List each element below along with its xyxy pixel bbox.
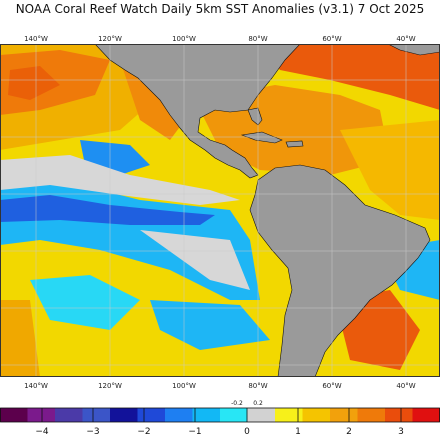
colorbar-swatch	[165, 408, 193, 422]
bottom-lon-label-120w: 120°W	[98, 382, 122, 390]
colorbar-label-minus-1: −1	[188, 427, 201, 437]
land-masses	[94, 44, 440, 377]
colorbar-label-minus-2: −2	[137, 427, 150, 437]
map-title: NOAA Coral Reef Watch Daily 5km SST Anom…	[15, 2, 425, 16]
colorbar-swatch	[330, 408, 358, 422]
top-axis-labels: 140°W 120°W 100°W 80°W 60°W 40°W	[24, 35, 416, 43]
cuba-island	[240, 131, 283, 144]
colorbar: -0.2 0.2 −4 −3 −2 −1 0 1 2 3	[0, 400, 440, 437]
colorbar-swatch	[0, 408, 28, 422]
bottom-lon-label-100w: 100°W	[172, 382, 196, 390]
hot-anomaly-patch-2	[8, 66, 60, 100]
colorbar-swatch	[110, 408, 138, 422]
colorbar-swatch	[385, 408, 413, 422]
colorbar-label-3: 3	[398, 427, 404, 437]
top-lon-label-60w: 60°W	[322, 35, 341, 43]
colorbar-swatch	[247, 408, 276, 422]
colorbar-label-1: 1	[295, 427, 301, 437]
bottom-lon-label-80w: 80°W	[248, 382, 267, 390]
north-america-landmass	[94, 44, 301, 179]
colorbar-swatch	[137, 408, 166, 422]
top-lon-label-80w: 80°W	[248, 35, 267, 43]
colorbar-swatch	[412, 408, 440, 422]
cool-anomaly-south-pacific-2	[150, 300, 270, 350]
graticule	[0, 44, 440, 377]
hot-anomaly-north-atlantic	[260, 44, 440, 110]
bottom-lon-label-40w: 40°W	[396, 382, 415, 390]
south-america-landmass	[249, 164, 431, 377]
colorbar-swatch	[82, 408, 111, 422]
colorbar-swatch	[220, 408, 248, 422]
cold-anomaly-equatorial-band	[0, 195, 215, 225]
warm-anomaly-atlantic-tropics	[340, 120, 440, 220]
colorbar-swatch	[55, 408, 83, 422]
colorbar-swatch	[275, 408, 303, 422]
colorbar-swatches	[0, 408, 440, 422]
sst-anomaly-map: 140°W 120°W 100°W 80°W 60°W 40°W 140°W 1…	[0, 35, 440, 390]
florida-peninsula	[247, 107, 263, 126]
bottom-lon-label-60w: 60°W	[322, 382, 341, 390]
warm-anomaly-south-pacific	[0, 300, 40, 377]
colorbar-swatch	[192, 408, 221, 422]
bottom-axis-labels: 140°W 120°W 100°W 80°W 60°W 40°W	[24, 382, 416, 390]
cool-anomaly-south-pacific	[30, 275, 140, 330]
colorbar-label-minus-3: −3	[86, 427, 99, 437]
top-lon-label-100w: 100°W	[172, 35, 196, 43]
top-lon-label-40w: 40°W	[396, 35, 415, 43]
top-lon-label-120w: 120°W	[98, 35, 122, 43]
colorbar-swatch	[27, 408, 56, 422]
neutral-band-2	[140, 230, 250, 290]
colorbar-swatch	[357, 408, 386, 422]
colorbar-label-2: 2	[346, 427, 352, 437]
greenland-edge	[387, 44, 440, 56]
colorbar-label-minus-4: −4	[35, 427, 49, 437]
bottom-lon-label-140w: 140°W	[24, 382, 48, 390]
colorbar-label-0: 0	[244, 427, 250, 437]
hispaniola-island	[285, 140, 304, 148]
top-lon-label-140w: 140°W	[24, 35, 48, 43]
neutral-band-1	[0, 155, 240, 205]
colorbar-label-minus-0-2: -0.2	[231, 400, 243, 407]
colorbar-label-plus-0-2: 0.2	[253, 400, 263, 407]
colorbar-swatch	[302, 408, 331, 422]
